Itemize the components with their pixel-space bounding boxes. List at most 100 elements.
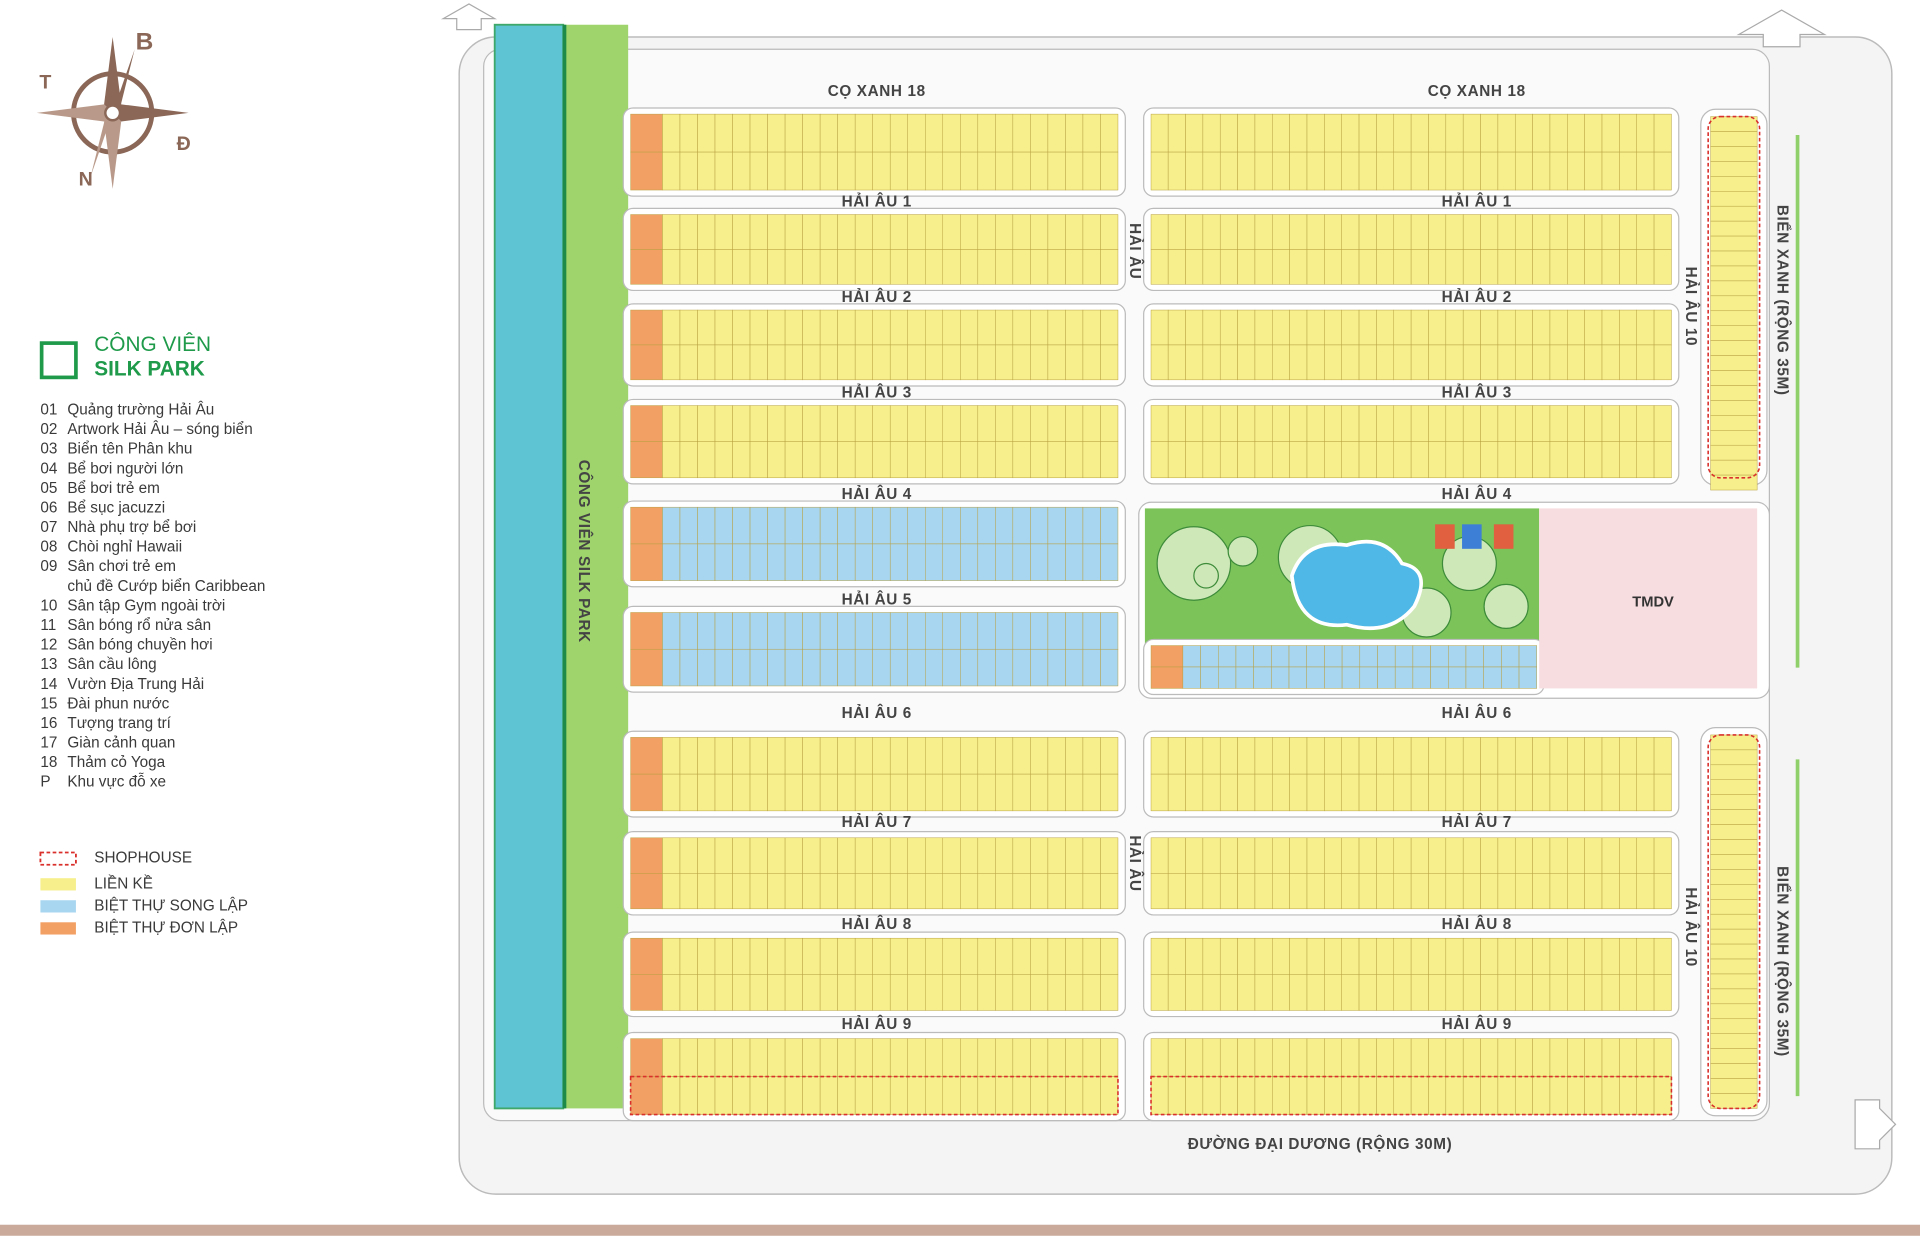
lot <box>1358 974 1377 1011</box>
lot <box>1185 837 1204 874</box>
lot <box>1710 325 1758 341</box>
lot <box>995 506 1014 545</box>
lot <box>1306 309 1325 346</box>
amenity-code: 04 <box>40 460 58 477</box>
lot <box>1202 151 1221 191</box>
lot <box>1445 344 1464 381</box>
lot <box>1065 309 1084 346</box>
lot <box>1202 937 1221 975</box>
lot <box>679 873 698 910</box>
lot <box>1394 645 1414 668</box>
lot <box>1358 344 1377 381</box>
lot <box>1272 214 1290 250</box>
lot <box>1100 249 1119 285</box>
lot <box>1358 937 1377 975</box>
lot <box>1358 873 1377 910</box>
lot <box>1710 1018 1758 1034</box>
lot <box>1514 773 1533 812</box>
amenity-label: Bể bơi trẻ em <box>67 480 159 497</box>
lot <box>1532 773 1551 812</box>
lot <box>1619 1038 1637 1077</box>
lot <box>802 151 821 191</box>
lot <box>1030 773 1049 812</box>
lot <box>960 441 979 479</box>
amenity-label: Sân bóng rổ nửa sân <box>67 617 211 634</box>
lot <box>1532 837 1551 874</box>
lot <box>819 648 838 687</box>
lot <box>802 405 821 442</box>
lot <box>1393 309 1412 346</box>
lot <box>1065 113 1084 153</box>
lot <box>977 113 996 153</box>
lot <box>819 441 838 479</box>
lot <box>907 214 926 250</box>
lot <box>1710 385 1758 401</box>
lot <box>784 737 803 775</box>
lot <box>1306 249 1325 285</box>
lot <box>1082 113 1101 153</box>
lot <box>907 441 926 479</box>
lot <box>1185 405 1204 442</box>
lot <box>977 737 996 775</box>
lot <box>1324 773 1342 812</box>
lot <box>1030 214 1049 250</box>
lot <box>1306 441 1325 479</box>
lot <box>1584 1038 1603 1077</box>
lot <box>1065 344 1084 381</box>
lot <box>1100 113 1119 153</box>
lot <box>907 737 926 775</box>
lot <box>1567 873 1585 910</box>
amenity-code: P <box>40 774 50 791</box>
lot <box>1150 837 1169 874</box>
lot <box>1428 737 1447 775</box>
lot <box>1619 837 1637 874</box>
lot <box>714 937 733 975</box>
lot <box>1082 506 1101 545</box>
amenity-code: 17 <box>40 735 57 752</box>
lot <box>1218 666 1237 689</box>
garden <box>1483 583 1529 630</box>
lot <box>1100 405 1119 442</box>
lot <box>1376 249 1395 285</box>
lot <box>1047 648 1066 687</box>
lot <box>1082 837 1101 874</box>
lot <box>1167 974 1186 1011</box>
lot <box>714 441 733 479</box>
road-label: HẢI ÂU 9 <box>1442 1015 1512 1033</box>
lot <box>1082 405 1101 442</box>
lot <box>837 773 856 812</box>
lot <box>1480 1038 1499 1077</box>
lot <box>1341 309 1360 346</box>
lot <box>1324 937 1342 975</box>
lot <box>1341 873 1360 910</box>
lot <box>1237 249 1256 285</box>
lot <box>697 344 716 381</box>
lot <box>1185 249 1204 285</box>
lot <box>1601 151 1620 191</box>
lot <box>1710 459 1758 476</box>
lot <box>1653 873 1672 910</box>
lot <box>1185 974 1204 1011</box>
lot <box>977 873 996 910</box>
amenity-label: Khu vực đỗ xe <box>67 774 166 791</box>
lot <box>1410 737 1429 775</box>
lot <box>837 441 856 479</box>
lot <box>1065 612 1084 650</box>
lot <box>1410 873 1429 910</box>
lot <box>1047 506 1066 545</box>
lot <box>995 648 1014 687</box>
lot <box>1514 249 1533 285</box>
lot <box>1047 837 1066 874</box>
lot <box>1619 151 1637 191</box>
lot <box>995 543 1014 581</box>
lot <box>1047 1038 1066 1077</box>
lot <box>924 648 944 687</box>
lot <box>889 214 908 250</box>
lot <box>630 405 663 442</box>
lot <box>767 405 786 442</box>
lot <box>1065 737 1084 775</box>
lot <box>1167 249 1186 285</box>
lot <box>942 937 961 975</box>
lot <box>802 506 821 545</box>
lot <box>1082 737 1101 775</box>
